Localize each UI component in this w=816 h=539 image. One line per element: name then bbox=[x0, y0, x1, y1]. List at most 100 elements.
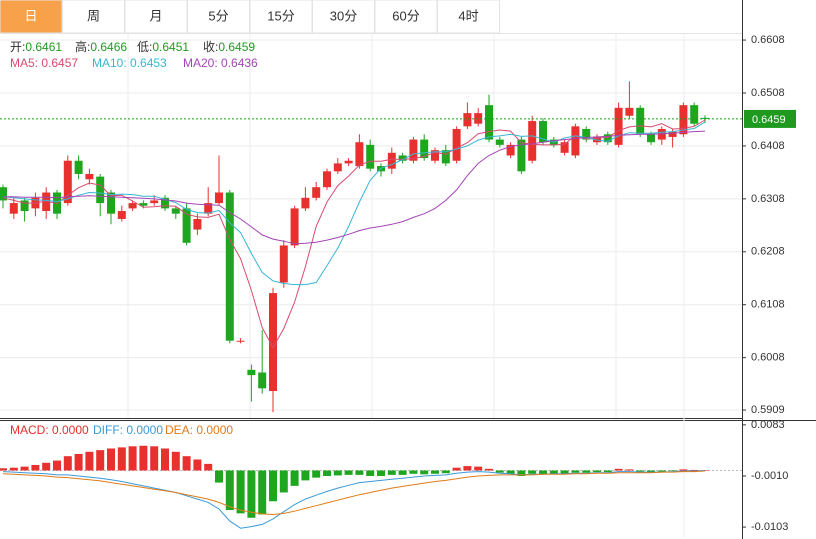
tab-label[interactable]: 月 bbox=[149, 8, 162, 23]
candle-body bbox=[495, 139, 504, 145]
tab[interactable] bbox=[437, 0, 500, 34]
macd-bar bbox=[279, 470, 288, 493]
ma-legend: MA5: 0.6457 bbox=[10, 56, 78, 70]
tab-label[interactable]: 30分 bbox=[330, 8, 357, 23]
tab[interactable] bbox=[249, 0, 313, 34]
candle-body bbox=[182, 208, 191, 243]
candle-body bbox=[517, 139, 526, 172]
candle-body bbox=[593, 136, 601, 143]
macd-bar bbox=[301, 470, 310, 481]
ohlc-legend-value: 0.6451 bbox=[152, 40, 189, 54]
candle-body bbox=[506, 144, 515, 156]
tab[interactable] bbox=[187, 0, 250, 34]
macd-bar bbox=[96, 450, 105, 471]
candle-body bbox=[614, 107, 623, 145]
macd-bar bbox=[182, 456, 191, 471]
macd-bar bbox=[150, 446, 159, 471]
macd-bar bbox=[387, 470, 396, 475]
candle-body bbox=[225, 192, 234, 341]
candle-body bbox=[42, 192, 51, 212]
macd-bar bbox=[517, 470, 526, 476]
candle-body bbox=[409, 139, 418, 161]
candle-body bbox=[20, 200, 29, 212]
tab-label[interactable]: 60分 bbox=[392, 8, 419, 23]
macd-bar bbox=[690, 469, 699, 471]
y-tick-label: 0.6308 bbox=[751, 193, 785, 205]
candle-body bbox=[258, 372, 267, 389]
macd-bar bbox=[42, 462, 51, 471]
candle-body bbox=[474, 113, 483, 124]
ohlc-legend-value: 0.6459 bbox=[218, 40, 255, 54]
y-tick-label: -0.0010 bbox=[751, 470, 788, 482]
macd-bar bbox=[452, 467, 461, 471]
candle-body bbox=[366, 144, 375, 169]
tab-label[interactable]: 周 bbox=[87, 8, 100, 23]
candle-body bbox=[539, 121, 547, 143]
macd-bar bbox=[463, 466, 472, 471]
macd-bar bbox=[20, 466, 29, 471]
macd-bar bbox=[625, 469, 634, 471]
indicator-line bbox=[2, 470, 706, 516]
candle-body bbox=[452, 128, 461, 161]
macd-bar bbox=[377, 470, 385, 476]
tab-label[interactable]: 15分 bbox=[267, 8, 294, 23]
candle-body bbox=[74, 160, 83, 174]
tab-label[interactable]: 日 bbox=[24, 8, 37, 23]
macd-bar bbox=[258, 470, 267, 515]
ohlc-legend-value: 0.6461 bbox=[25, 40, 62, 54]
macd-bar bbox=[193, 459, 202, 471]
macd-bar bbox=[409, 470, 418, 474]
candle-body bbox=[0, 187, 7, 201]
macd-bar bbox=[560, 470, 569, 474]
macd-bar bbox=[366, 470, 375, 476]
macd-bar bbox=[636, 470, 645, 472]
ohlc-legend-label: 低: bbox=[137, 40, 152, 54]
ohlc-legend-label: 高: bbox=[75, 39, 90, 54]
ohlc-legend-value: 0.6466 bbox=[90, 40, 127, 54]
candle-body bbox=[528, 121, 537, 161]
macd-bar bbox=[128, 446, 137, 471]
macd-bar bbox=[593, 470, 601, 473]
macd-bar bbox=[647, 470, 655, 473]
y-tick-label: 0.6208 bbox=[751, 246, 785, 258]
candle-body bbox=[571, 126, 580, 156]
tab[interactable] bbox=[374, 0, 438, 34]
candle-body bbox=[247, 369, 256, 376]
tab[interactable] bbox=[0, 0, 63, 34]
ohlc-legend-label: 开: bbox=[10, 40, 25, 54]
tab-label[interactable]: 5分 bbox=[208, 8, 228, 23]
candle-body bbox=[387, 152, 396, 169]
macd-bar bbox=[582, 470, 591, 473]
candle-body bbox=[463, 113, 472, 127]
y-tick-label: 0.6108 bbox=[751, 299, 785, 311]
y-tick-label: 0.6408 bbox=[751, 140, 785, 152]
last-price-box bbox=[744, 109, 796, 128]
macd-bar bbox=[247, 470, 256, 518]
tab-label[interactable]: 4时 bbox=[458, 8, 478, 23]
candle-body bbox=[107, 192, 115, 214]
macd-bar bbox=[53, 460, 61, 471]
ohlc-legend: 低:0.6451 bbox=[137, 40, 189, 54]
candle-body bbox=[269, 293, 277, 392]
macd-legend: DIFF: 0.0000 bbox=[93, 423, 163, 437]
macd-bar bbox=[204, 463, 213, 471]
y-tick-label: 0.0083 bbox=[751, 419, 785, 431]
candle-body bbox=[668, 131, 677, 137]
macd-bar bbox=[549, 470, 558, 474]
candle-body bbox=[625, 107, 634, 116]
macd-bar bbox=[614, 468, 623, 471]
macd-bar bbox=[323, 470, 331, 476]
ohlc-legend: 高:0.6466 bbox=[75, 39, 127, 54]
y-tick-label: 0.6608 bbox=[751, 34, 785, 46]
candle-body bbox=[657, 128, 666, 140]
candle-body bbox=[204, 203, 213, 214]
macd-bar bbox=[398, 470, 407, 475]
macd-bar bbox=[657, 470, 666, 472]
tab[interactable] bbox=[312, 0, 375, 34]
macd-bar bbox=[485, 468, 493, 471]
y-tick-label: 0.5909 bbox=[751, 404, 785, 416]
ohlc-legend: 开:0.6461 bbox=[10, 40, 62, 54]
indicator-line bbox=[3, 130, 706, 245]
last-price-label: 0.6459 bbox=[752, 114, 786, 126]
